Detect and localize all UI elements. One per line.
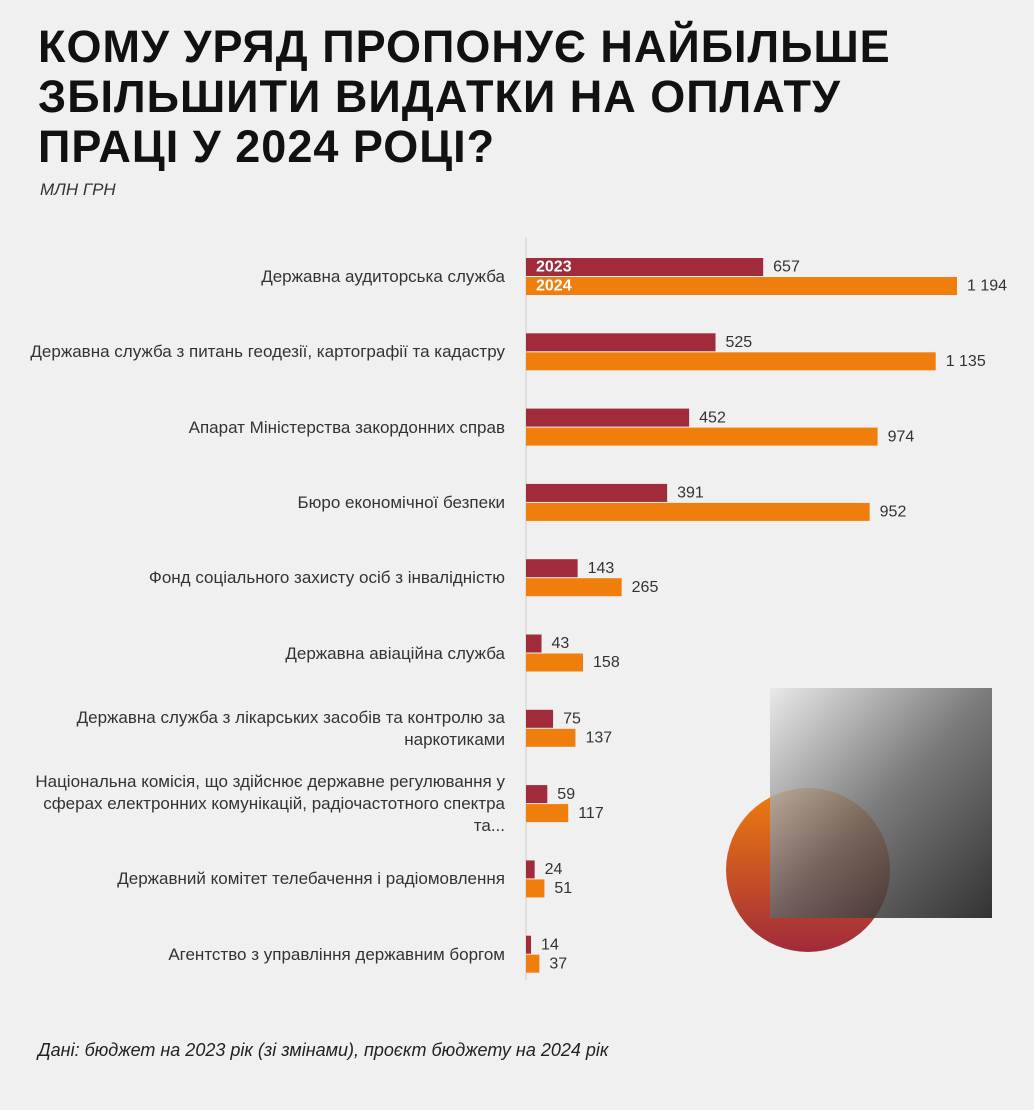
bar: [526, 483, 668, 502]
category-label: Державна авіаційна служба: [285, 643, 505, 663]
bar: [526, 277, 957, 295]
bar: [526, 860, 535, 879]
value-label: 117: [578, 805, 604, 822]
bar: [526, 935, 532, 954]
category-label: Агентство з управління державним боргом: [168, 944, 505, 964]
category-label: Державна служба з лікарських засобів та …: [76, 707, 505, 749]
bar: [526, 427, 878, 446]
bar: [526, 333, 716, 352]
value-label: 265: [632, 579, 659, 596]
value-label: 43: [552, 635, 570, 652]
value-label: 137: [585, 730, 612, 747]
value-label: 391: [677, 485, 704, 502]
category-label: Фонд соціального захисту осіб з інвалідн…: [148, 568, 505, 588]
value-label: 952: [880, 504, 907, 521]
chart-title: КОМУ УРЯД ПРОПОНУЄ НАЙБІЛЬШЕ ЗБІЛЬШИТИ В…: [38, 21, 891, 172]
category-label: Державний комітет телебачення і радіомов…: [117, 869, 505, 889]
bar: [526, 634, 542, 653]
bar: [526, 804, 569, 823]
value-label: 59: [557, 786, 575, 803]
legend-label: 2023: [536, 259, 572, 276]
value-label: 143: [588, 560, 615, 577]
value-label: 51: [554, 880, 572, 897]
value-label: 158: [593, 654, 620, 671]
legend-label: 2024: [536, 278, 572, 295]
bar: [526, 408, 690, 427]
value-label: 37: [549, 955, 567, 972]
value-label: 974: [888, 428, 915, 445]
bar: [526, 352, 936, 371]
bar: [526, 502, 870, 521]
chart-subtitle: МЛН ГРН: [40, 180, 116, 199]
decor-photo: [770, 688, 992, 918]
value-label: 1 194: [967, 278, 1007, 295]
value-label: 24: [545, 861, 563, 878]
bar: [526, 728, 576, 747]
category-label: Бюро економічної безпеки: [297, 492, 505, 512]
bar: [526, 709, 554, 728]
value-label: 75: [563, 711, 581, 728]
value-label: 452: [699, 409, 726, 426]
value-label: 657: [773, 259, 800, 276]
category-label: Державна аудиторська служба: [261, 267, 505, 286]
bar: [526, 258, 764, 276]
category-label: Державна служба з питань геодезії, карто…: [30, 342, 505, 362]
value-label: 14: [541, 936, 559, 953]
bar: [526, 578, 622, 597]
bar: [526, 879, 545, 898]
value-label: 1 135: [946, 353, 986, 370]
source-note: Дані: бюджет на 2023 рік (зі змінами), п…: [38, 1040, 609, 1060]
category-label: Апарат Міністерства закордонних справ: [188, 417, 505, 437]
value-label: 525: [726, 334, 753, 351]
bar: [526, 954, 540, 973]
bar: [526, 653, 584, 672]
bar: [526, 785, 548, 804]
bar: [526, 559, 578, 578]
category-label: Національна комісія, що здійснює державн…: [35, 772, 505, 836]
